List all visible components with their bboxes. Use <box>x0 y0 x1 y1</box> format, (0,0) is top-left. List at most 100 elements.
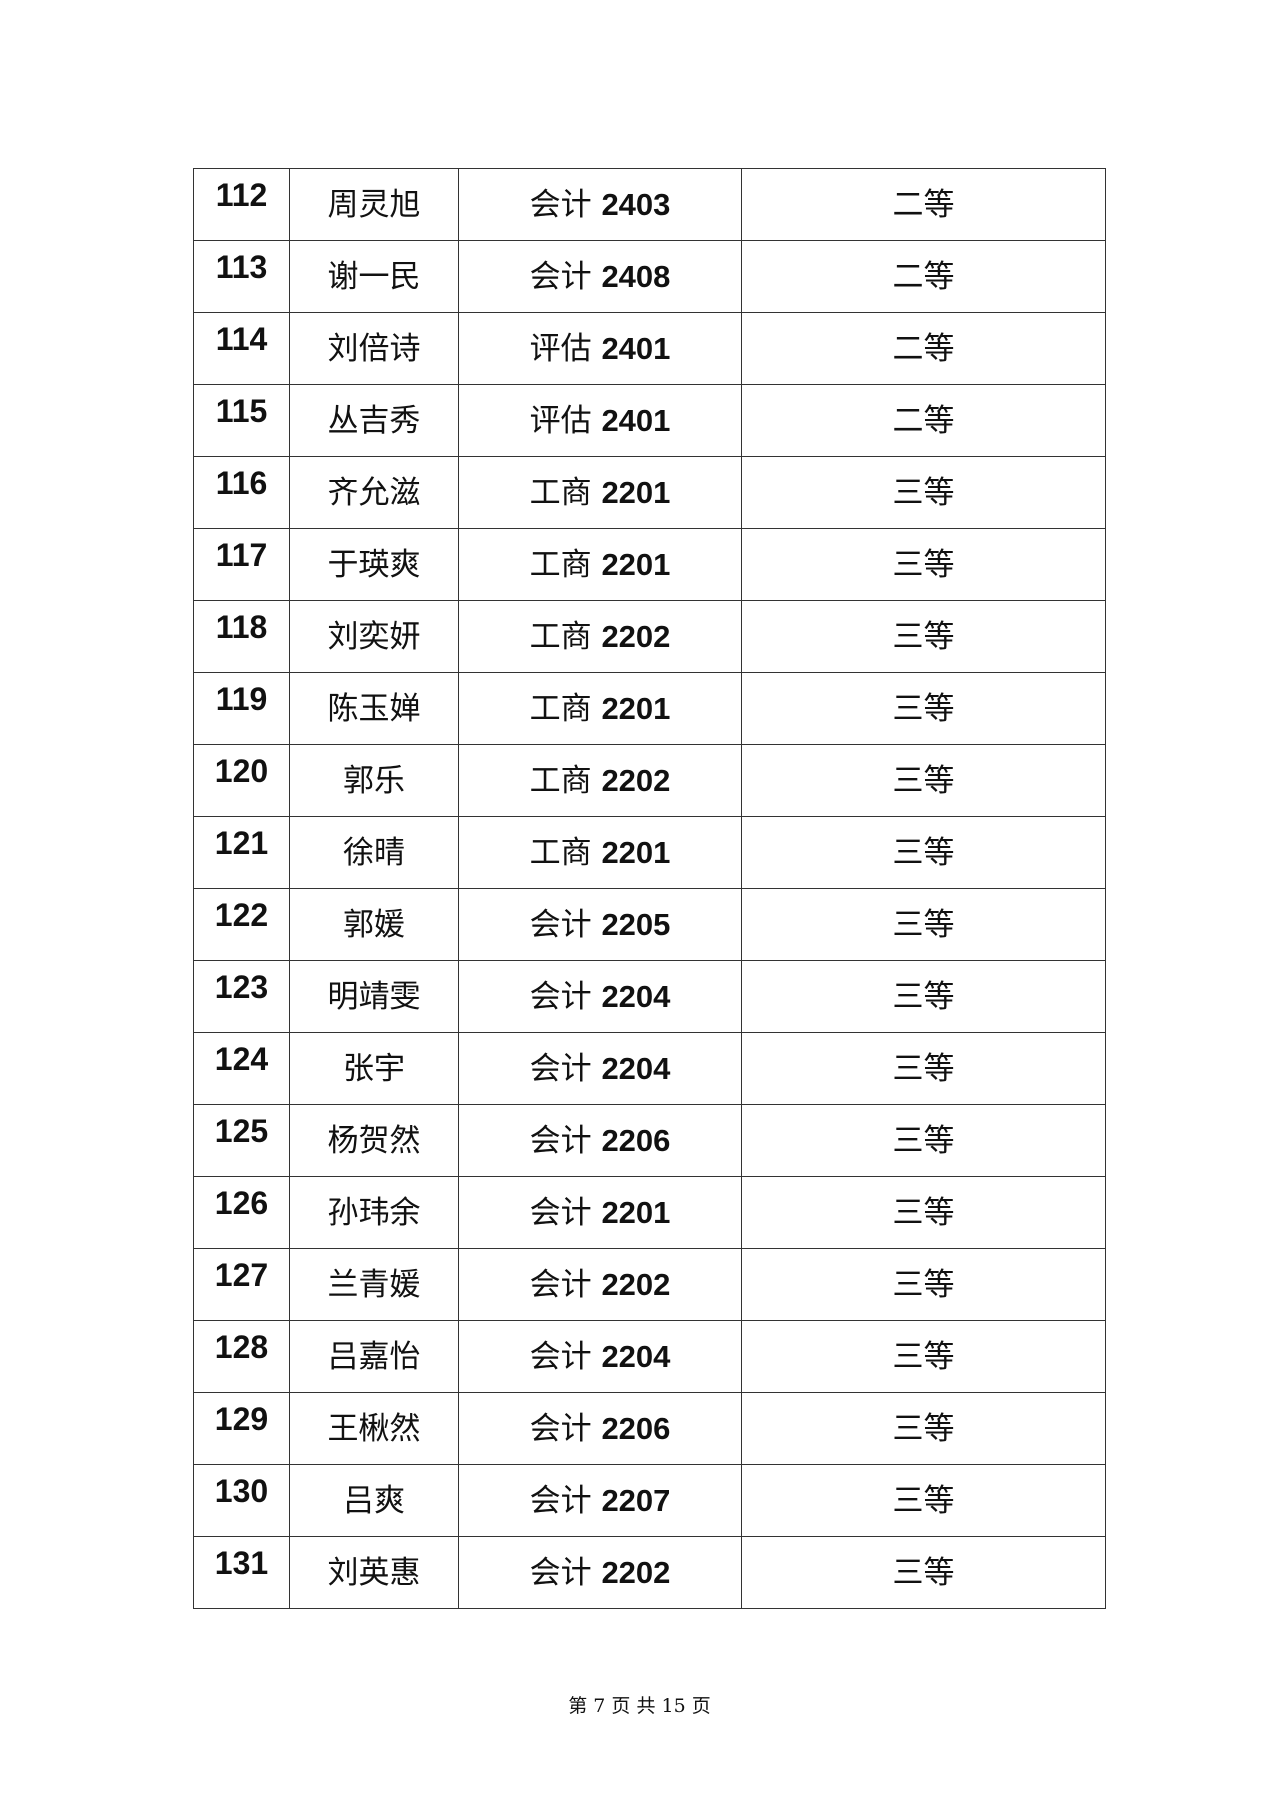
row-number-cell: 130 <box>193 1464 290 1537</box>
class-cell: 工商 2201 <box>458 816 742 889</box>
row-number-cell: 131 <box>193 1536 290 1609</box>
class-number: 2206 <box>601 1410 671 1446</box>
student-name: 吕爽 <box>289 1464 459 1537</box>
award-grade: 二等 <box>741 312 1106 385</box>
major: 会计 <box>529 1194 592 1231</box>
row-number-cell: 116 <box>193 456 290 529</box>
class-number: 2408 <box>601 258 671 294</box>
major: 会计 <box>529 906 592 943</box>
student-name: 周灵旭 <box>289 168 459 241</box>
row-number-cell: 124 <box>193 1032 290 1105</box>
class-cell: 工商 2201 <box>458 528 742 601</box>
table-row: 125 杨贺然 会计 2206 三等 <box>193 1104 1106 1177</box>
student-name: 徐晴 <box>289 816 459 889</box>
class-number: 2202 <box>601 762 671 798</box>
row-number: 117 <box>215 536 268 573</box>
table-row: 120 郭乐 工商 2202 三等 <box>193 744 1106 817</box>
student-name: 吕嘉怡 <box>289 1320 459 1393</box>
table-row: 121 徐晴 工商 2201 三等 <box>193 816 1106 889</box>
table-row: 128 吕嘉怡 会计 2204 三等 <box>193 1320 1106 1393</box>
class-number: 2201 <box>601 546 671 582</box>
award-grade: 三等 <box>741 1464 1106 1537</box>
class-cell: 会计 2206 <box>458 1392 742 1465</box>
row-number-cell: 120 <box>193 744 290 817</box>
row-number: 113 <box>215 248 268 285</box>
class-cell: 评估 2401 <box>458 312 742 385</box>
class-cell: 工商 2201 <box>458 672 742 745</box>
class-cell: 会计 2201 <box>458 1176 742 1249</box>
table-row: 122 郭媛 会计 2205 三等 <box>193 888 1106 961</box>
table-row: 118 刘奕妍 工商 2202 三等 <box>193 600 1106 673</box>
row-number: 129 <box>214 1400 269 1437</box>
class-cell: 工商 2202 <box>458 600 742 673</box>
class-cell: 会计 2202 <box>458 1536 742 1609</box>
award-grade: 三等 <box>741 1032 1106 1105</box>
row-number: 123 <box>214 968 269 1005</box>
class-number: 2202 <box>601 618 671 654</box>
class-number: 2207 <box>601 1482 671 1518</box>
award-grade: 三等 <box>741 672 1106 745</box>
class-number: 2401 <box>601 402 671 438</box>
student-name: 明靖雯 <box>289 960 459 1033</box>
student-name: 刘倍诗 <box>289 312 459 385</box>
award-grade: 三等 <box>741 888 1106 961</box>
major: 会计 <box>529 1554 592 1591</box>
major: 工商 <box>529 618 592 655</box>
class-cell: 会计 2204 <box>458 960 742 1033</box>
award-grade: 三等 <box>741 1392 1106 1465</box>
award-grade: 三等 <box>741 1536 1106 1609</box>
row-number: 121 <box>214 824 269 861</box>
class-cell: 评估 2401 <box>458 384 742 457</box>
major: 会计 <box>529 1122 592 1159</box>
major: 评估 <box>529 402 592 439</box>
table-row: 127 兰青媛 会计 2202 三等 <box>193 1248 1106 1321</box>
row-number-cell: 119 <box>193 672 290 745</box>
table-row: 115 丛吉秀 评估 2401 二等 <box>193 384 1106 457</box>
row-number: 126 <box>214 1184 269 1221</box>
major: 会计 <box>529 258 592 295</box>
student-name: 杨贺然 <box>289 1104 459 1177</box>
major: 会计 <box>529 1266 592 1303</box>
table-row: 112 周灵旭 会计 2403 二等 <box>193 168 1106 241</box>
major: 会计 <box>529 1338 592 1375</box>
award-table: 112 周灵旭 会计 2403 二等 113 谢一民 会计 2408 二等 114 刘倍诗 评估 2… <box>193 168 1106 1609</box>
major: 会计 <box>529 1410 592 1447</box>
award-grade: 三等 <box>741 960 1106 1033</box>
row-number: 122 <box>214 896 269 933</box>
class-number: 2202 <box>601 1266 671 1302</box>
row-number-cell: 122 <box>193 888 290 961</box>
row-number-cell: 118 <box>193 600 290 673</box>
row-number-cell: 115 <box>193 384 290 457</box>
class-cell: 会计 2206 <box>458 1104 742 1177</box>
row-number: 115 <box>215 392 268 429</box>
page-footer: 第 7 页 共 15 页 <box>568 1695 711 1717</box>
table-row: 124 张宇 会计 2204 三等 <box>193 1032 1106 1105</box>
table-row: 114 刘倍诗 评估 2401 二等 <box>193 312 1106 385</box>
major: 评估 <box>529 330 592 367</box>
class-cell: 会计 2205 <box>458 888 742 961</box>
row-number-cell: 113 <box>193 240 290 313</box>
class-number: 2204 <box>601 1338 671 1374</box>
award-grade: 三等 <box>741 456 1106 529</box>
major: 会计 <box>529 1050 592 1087</box>
class-number: 2403 <box>601 186 671 222</box>
class-number: 2201 <box>601 690 671 726</box>
class-number: 2204 <box>601 978 671 1014</box>
row-number: 125 <box>214 1112 269 1149</box>
class-number: 2401 <box>601 330 671 366</box>
table-row: 117 于瑛爽 工商 2201 三等 <box>193 528 1106 601</box>
award-grade: 三等 <box>741 1176 1106 1249</box>
award-grade: 二等 <box>741 240 1106 313</box>
class-cell: 工商 2201 <box>458 456 742 529</box>
table-row: 131 刘英惠 会计 2202 三等 <box>193 1536 1106 1609</box>
row-number: 119 <box>215 680 268 717</box>
row-number: 112 <box>215 176 268 213</box>
table-row: 119 陈玉婵 工商 2201 三等 <box>193 672 1106 745</box>
row-number: 131 <box>214 1544 269 1581</box>
table-row: 126 孙玮余 会计 2201 三等 <box>193 1176 1106 1249</box>
row-number-cell: 112 <box>193 168 290 241</box>
class-number: 2201 <box>601 474 671 510</box>
row-number-cell: 117 <box>193 528 290 601</box>
row-number: 130 <box>214 1472 269 1509</box>
award-grade: 三等 <box>741 1248 1106 1321</box>
